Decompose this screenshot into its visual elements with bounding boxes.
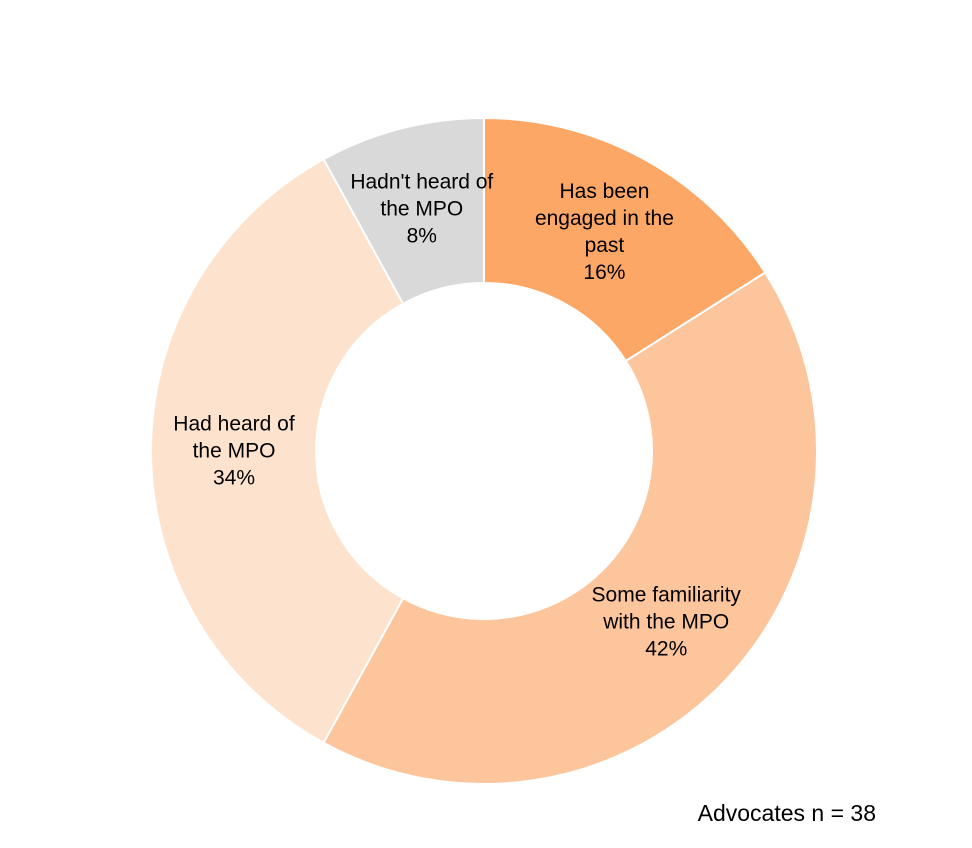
donut-slice <box>322 271 818 785</box>
category-label: Has been engaged in the past <box>534 179 674 257</box>
value-label: 8% <box>406 224 437 248</box>
category-label: Had heard of the MPO <box>173 412 295 463</box>
slice-label: Hadn't heard of the MPO 8% <box>349 168 494 249</box>
category-label: Some familiarity with the MPO <box>591 583 741 634</box>
donut-slice <box>483 116 767 363</box>
slice-label: Some familiarity with the MPO 42% <box>574 582 759 663</box>
donut-slice <box>322 116 485 306</box>
category-label: Hadn't heard of the MPO <box>350 170 494 221</box>
donut-slice <box>150 157 405 745</box>
slice-label: Had heard of the MPO 34% <box>159 411 309 492</box>
value-label: 42% <box>645 637 688 661</box>
sample-note: Advocates n = 38 <box>697 800 876 826</box>
value-label: 16% <box>583 260 626 284</box>
value-label: 34% <box>212 466 256 490</box>
slice-label: Has been engaged in the past 16% <box>529 178 679 286</box>
